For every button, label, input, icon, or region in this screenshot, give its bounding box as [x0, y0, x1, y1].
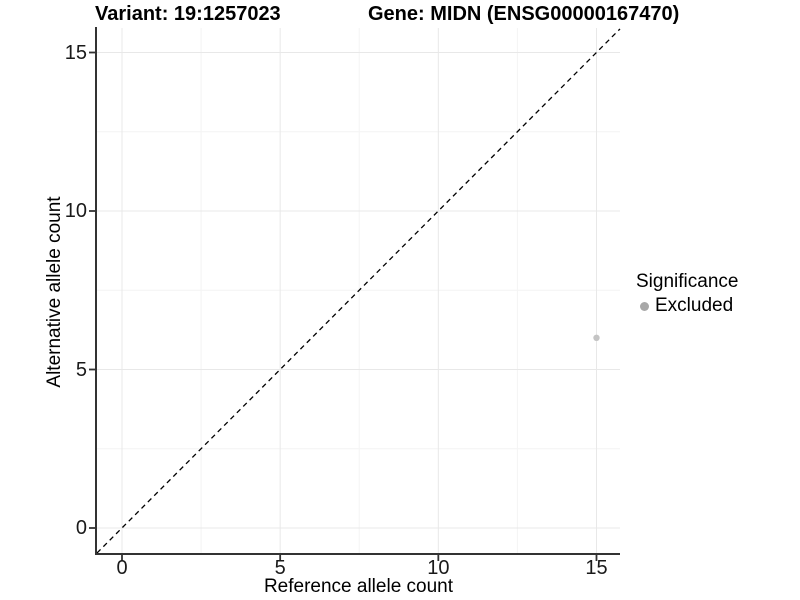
plot-title-gene: Gene: MIDN (ENSG00000167470): [368, 3, 680, 25]
data-point: [593, 334, 600, 341]
plot-title-variant: Variant: 19:1257023: [95, 3, 281, 25]
y-tick-label: 10: [64, 200, 87, 222]
legend-title: Significance: [636, 271, 739, 292]
x-tick-label: 15: [585, 557, 608, 579]
legend-point-icon: [640, 301, 649, 311]
x-tick-label: 5: [274, 557, 286, 579]
y-tick-label: 5: [75, 358, 87, 381]
y-tick-label: 15: [64, 41, 87, 64]
legend: Significance Excluded: [636, 271, 738, 317]
identity-reference-line: [96, 28, 621, 554]
y-axis-title: Alternative allele count: [44, 196, 65, 388]
x-tick-label: 10: [427, 557, 450, 579]
legend-item-label: Excluded: [655, 295, 734, 316]
x-axis-title: Reference allele count: [263, 576, 454, 597]
legend-item-excluded: Excluded: [636, 295, 738, 317]
x-tick-label: 0: [116, 557, 128, 579]
y-tick-label: 0: [75, 517, 87, 539]
